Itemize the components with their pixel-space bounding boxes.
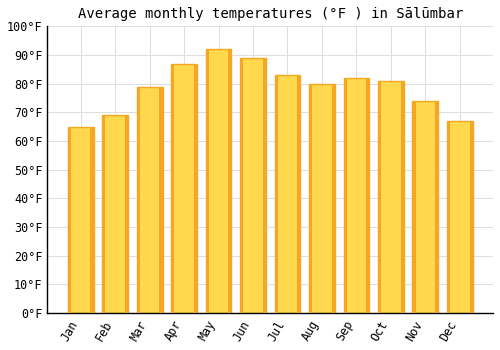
Bar	[240, 58, 266, 313]
Bar	[206, 49, 208, 313]
Bar	[125, 115, 128, 313]
Bar	[136, 86, 162, 313]
Bar	[344, 78, 346, 313]
Bar	[332, 84, 335, 313]
Bar	[447, 121, 473, 313]
Bar	[68, 127, 71, 313]
Bar	[240, 58, 243, 313]
Bar	[435, 101, 438, 313]
Bar	[470, 121, 473, 313]
Bar	[102, 115, 128, 313]
Bar	[263, 58, 266, 313]
Bar	[400, 81, 404, 313]
Bar	[228, 49, 232, 313]
Bar	[309, 84, 312, 313]
Bar	[309, 84, 335, 313]
Bar	[136, 86, 140, 313]
Bar	[90, 127, 94, 313]
Bar	[344, 78, 369, 313]
Bar	[412, 101, 416, 313]
Bar	[194, 64, 197, 313]
Bar	[412, 101, 438, 313]
Bar	[102, 115, 106, 313]
Bar	[206, 49, 232, 313]
Bar	[160, 86, 162, 313]
Bar	[298, 75, 300, 313]
Bar	[171, 64, 197, 313]
Title: Average monthly temperatures (°F ) in Sālūmbar: Average monthly temperatures (°F ) in Sā…	[78, 7, 463, 21]
Bar	[171, 64, 174, 313]
Bar	[378, 81, 404, 313]
Bar	[68, 127, 94, 313]
Bar	[378, 81, 381, 313]
Bar	[274, 75, 300, 313]
Bar	[447, 121, 450, 313]
Bar	[274, 75, 278, 313]
Bar	[366, 78, 370, 313]
